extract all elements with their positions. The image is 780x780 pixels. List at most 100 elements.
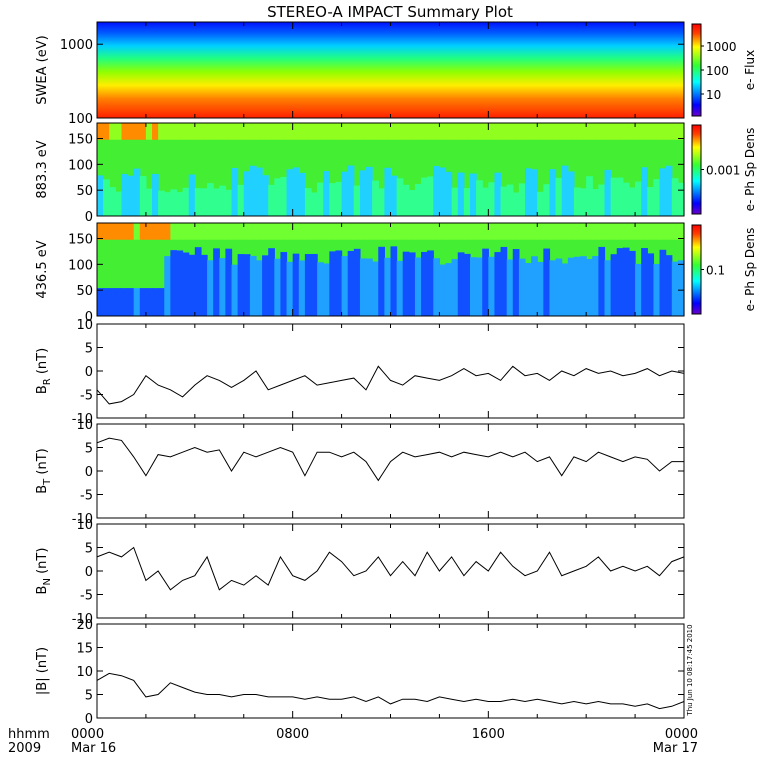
spectrogram-0 bbox=[97, 22, 684, 118]
spectrogram-strip bbox=[255, 123, 263, 140]
spectrogram-strip bbox=[323, 223, 330, 240]
spectrogram-strip bbox=[677, 123, 685, 140]
spectrogram-strip bbox=[249, 165, 257, 216]
spectrogram-strip bbox=[641, 167, 648, 216]
spectrogram-strip bbox=[647, 187, 655, 216]
y-axis-label: |B| (nT) bbox=[35, 647, 50, 695]
spectrogram-strip bbox=[194, 123, 202, 140]
spectrogram-strip bbox=[231, 223, 239, 240]
spectrogram-strip bbox=[647, 223, 655, 240]
spectrogram-strip bbox=[598, 123, 606, 140]
spectrogram-strip bbox=[378, 246, 385, 316]
spectrogram-strip bbox=[372, 123, 379, 140]
spectrogram-strip bbox=[592, 223, 599, 240]
series-line-3 bbox=[96, 365, 685, 405]
y-axis-label: BR (nT) bbox=[35, 348, 53, 394]
spectrogram-strip bbox=[213, 188, 220, 216]
spectrogram-strip bbox=[384, 223, 392, 240]
spectrogram-strip bbox=[408, 223, 416, 240]
spectrogram-strip bbox=[469, 123, 477, 140]
spectrogram-strip bbox=[158, 288, 165, 316]
spectrogram-strip bbox=[598, 246, 606, 316]
spectrogram-strip bbox=[145, 123, 153, 140]
spectrogram-strip bbox=[298, 260, 306, 316]
spectrogram-strip bbox=[463, 188, 471, 216]
spectrogram-strip bbox=[243, 223, 251, 240]
panel-1: 0.001 e- Ph Sp Dens 0 50 100 150 883.3 eV bbox=[35, 122, 757, 225]
spectrogram-strip bbox=[421, 177, 428, 216]
series-line-4 bbox=[96, 437, 684, 482]
spectrogram-strip bbox=[518, 123, 526, 140]
y-tick-label: 100 bbox=[68, 158, 93, 173]
spectrogram-strip bbox=[451, 223, 459, 240]
spectrogram-strip bbox=[103, 288, 110, 316]
spectrogram-strip bbox=[378, 188, 385, 216]
colorbar-0: 1000 100 10 e- Flux bbox=[691, 23, 757, 117]
spectrogram-strip bbox=[457, 123, 465, 140]
panel-0: 1000 100 10 e- Flux 100 1000 SWEA (eV) bbox=[35, 21, 757, 127]
spectrogram-strip bbox=[457, 252, 465, 316]
spectrogram-strip bbox=[555, 258, 563, 316]
spectrogram-strip bbox=[213, 123, 220, 140]
spectrogram-strip bbox=[537, 223, 544, 240]
spectrogram-strip bbox=[635, 123, 642, 140]
spectrogram-strip bbox=[531, 123, 538, 140]
spectrogram-strip bbox=[408, 189, 416, 216]
spectrogram-strip bbox=[573, 123, 581, 140]
spectrogram-strip bbox=[494, 123, 502, 140]
spectrogram-strip bbox=[604, 223, 612, 240]
spectrogram-strip bbox=[580, 123, 587, 140]
y-tick-label: 5 bbox=[85, 542, 93, 557]
spectrogram-strip bbox=[463, 123, 471, 140]
spectrogram-strip bbox=[366, 166, 373, 216]
spectrogram-strip bbox=[396, 260, 404, 316]
panel-frame bbox=[96, 423, 685, 519]
y-tick-label: 100 bbox=[68, 258, 93, 273]
spectrogram-strip bbox=[610, 123, 618, 140]
spectrogram-strip bbox=[414, 184, 422, 216]
spectrogram-strip bbox=[586, 123, 593, 140]
series-line-5 bbox=[96, 546, 685, 591]
spectrogram-strip bbox=[317, 182, 324, 216]
spectrogram-strip bbox=[139, 123, 147, 140]
spectrogram-strip bbox=[127, 223, 135, 240]
spectrogram-strip bbox=[225, 223, 233, 240]
spectrogram-strip bbox=[488, 123, 496, 140]
spectrogram-strip bbox=[335, 223, 343, 240]
spectrogram-strip bbox=[647, 123, 655, 140]
spectrogram-strip bbox=[610, 254, 618, 316]
spectrogram-strip bbox=[311, 253, 318, 316]
spectrogram-strip bbox=[237, 123, 245, 140]
spectrogram-strip bbox=[414, 123, 422, 140]
colorbar-tick-label: 100 bbox=[706, 64, 729, 78]
spectrogram-strip bbox=[225, 248, 233, 316]
spectrogram-strip bbox=[353, 223, 361, 240]
spectrogram-strip bbox=[280, 252, 288, 316]
spectrogram-strip bbox=[573, 187, 581, 216]
spectrogram-strip bbox=[628, 250, 636, 316]
y-tick-label: 150 bbox=[68, 133, 93, 148]
y-tick-label: 15 bbox=[76, 642, 93, 657]
spectrogram-strip bbox=[329, 223, 337, 240]
spectrogram-strip bbox=[451, 259, 459, 316]
spectrogram-strip bbox=[311, 223, 318, 240]
spectrogram-strip bbox=[366, 223, 373, 240]
spectrogram-strip bbox=[463, 223, 471, 240]
spectrogram-strip bbox=[549, 223, 557, 240]
spectrogram-strip bbox=[158, 223, 165, 240]
spectrogram-strip bbox=[677, 223, 685, 240]
x-tick-label: 1600 bbox=[472, 727, 505, 742]
spectrogram-strip bbox=[531, 169, 538, 216]
spectrogram-strip bbox=[653, 264, 661, 316]
spectrogram-strip bbox=[145, 288, 153, 316]
colorbar-tick-label: 0.001 bbox=[706, 164, 740, 178]
spectrogram-strip bbox=[268, 184, 275, 216]
spectrogram-strip bbox=[500, 246, 508, 316]
spectrogram-strip bbox=[292, 123, 300, 140]
spectrogram-strip bbox=[298, 172, 306, 216]
spectrogram-strip bbox=[537, 261, 544, 316]
spectrogram-strip bbox=[164, 256, 171, 316]
spectrogram-strip bbox=[268, 223, 275, 240]
y-tick-label: 5 bbox=[85, 689, 93, 704]
spectrogram-strip bbox=[139, 223, 147, 240]
